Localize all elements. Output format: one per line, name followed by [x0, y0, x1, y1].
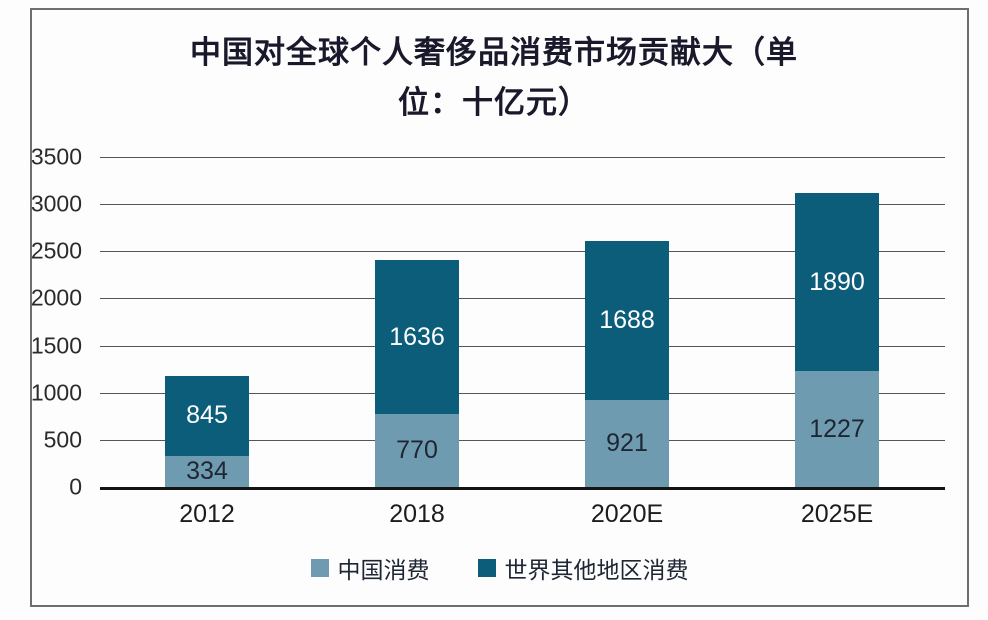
world-other-consumption-segment: 1636: [375, 260, 459, 415]
bar-value-label: 1636: [389, 322, 445, 351]
gridline: [100, 251, 945, 253]
china-consumption-segment: 921: [585, 400, 669, 487]
bar-group-2025e: 1890 1227: [795, 193, 879, 487]
chart-title-line2: 位：十亿元）: [398, 85, 590, 120]
bar-group-2012: 845 334: [165, 375, 249, 487]
y-axis-tick-label: 2000: [30, 284, 82, 311]
gridline: [100, 298, 945, 300]
y-axis-tick-label: 3500: [30, 143, 82, 170]
bar-group-2020e: 1688 921: [585, 241, 669, 487]
legend-swatch-icon: [477, 559, 496, 577]
gridline: [100, 204, 945, 206]
gridline: [100, 345, 945, 347]
bar-value-label: 770: [396, 436, 438, 465]
bar-value-label: 921: [606, 429, 648, 458]
x-axis-category-label: 2018: [389, 500, 445, 528]
bar-value-label: 1688: [599, 306, 655, 335]
x-axis-category-label: 2025E: [800, 500, 874, 528]
china-consumption-segment: 770: [375, 414, 459, 487]
legend-label: 世界其他地区消费: [504, 557, 689, 583]
chart-legend: 中国消费 世界其他地区消费: [30, 551, 969, 585]
legend-item-world-other-consumption: 世界其他地区消费: [477, 551, 689, 585]
y-axis-tick-label: 500: [43, 426, 82, 453]
bar-value-label: 1890: [809, 267, 865, 296]
y-axis: 0 500 1000 1500 2000 2500 3000 3500: [30, 144, 88, 500]
gridline: [100, 157, 945, 158]
chart-title-line1: 中国对全球个人奢侈品消费市场贡献大（单: [190, 35, 798, 70]
china-consumption-segment: 334: [165, 455, 249, 487]
world-other-consumption-segment: 1890: [795, 193, 879, 372]
world-other-consumption-segment: 1688: [585, 241, 669, 401]
bar-value-label: 334: [186, 456, 228, 485]
y-axis-tick-label: 1500: [30, 332, 82, 359]
legend-item-china-consumption: 中国消费: [310, 551, 430, 585]
china-consumption-segment: 1227: [795, 371, 879, 487]
bar-value-label: 845: [186, 401, 228, 430]
bar-value-label: 1227: [809, 414, 865, 443]
y-axis-tick-label: 0: [69, 473, 82, 500]
chart-title: 中国对全球个人奢侈品消费市场贡献大（单 位：十亿元）: [40, 28, 948, 128]
gridline: [100, 439, 945, 441]
bar-group-2018: 1636 770: [375, 260, 459, 487]
y-axis-tick-label: 2500: [30, 237, 82, 264]
legend-swatch-icon: [310, 559, 329, 577]
x-axis-category-label: 2020E: [590, 500, 664, 528]
world-other-consumption-segment: 845: [165, 375, 249, 456]
x-axis-category-label: 2012: [179, 500, 235, 528]
y-axis-tick-label: 3000: [30, 190, 82, 217]
legend-label: 中国消费: [337, 557, 430, 583]
gridline: [100, 392, 945, 394]
y-axis-tick-label: 1000: [30, 379, 82, 406]
plot-area: 845 334 2012 1636 770 2018 1688 921 2020E 1890 122…: [100, 157, 945, 528]
